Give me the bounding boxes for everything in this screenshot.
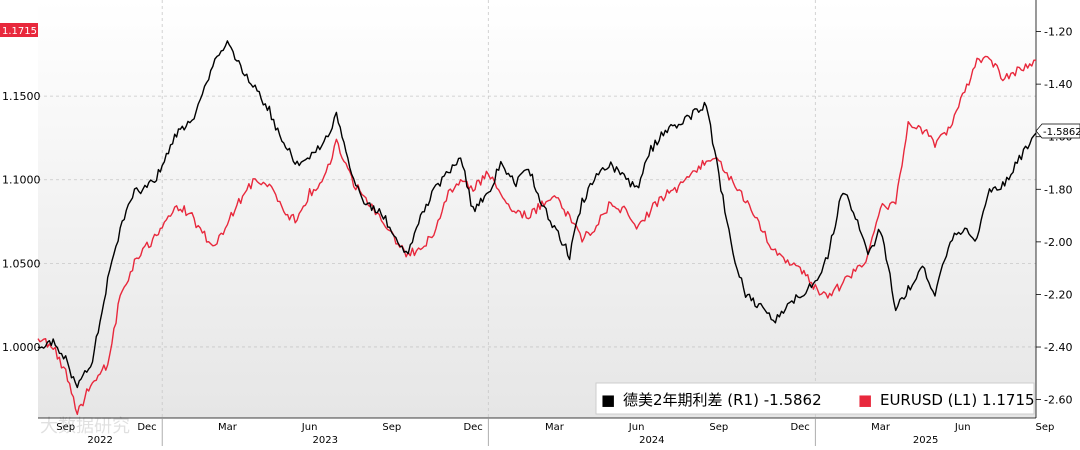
last-value-right-text: -1.5862 [1043,127,1080,138]
right-tick-label: -1.20 [1044,26,1072,39]
watermark: 大数据研究 [40,416,130,437]
x-month-label: Mar [218,422,238,433]
left-tick-label: 1.0000 [2,341,41,354]
x-month-label: Jun [954,422,971,433]
x-month-label: Dec [463,422,482,433]
last-value-label-right: -1.5862 [1035,123,1080,139]
left-tick-label: 1.1500 [2,90,41,103]
x-month-label: Sep [382,422,401,433]
x-year-label: 2023 [313,435,338,446]
left-tick-label: 1.0500 [2,257,41,270]
right-tick-label: -2.20 [1044,288,1072,301]
x-year-label: 2024 [639,435,664,446]
legend-marker-spread: ■ [601,391,615,409]
x-month-label: Sep [709,422,728,433]
right-axis: -2.60-2.40-2.20-2.00-1.80-1.60-1.40-1.20 [1035,0,1072,418]
legend-label-spread: 德美2年期利差 (R1) -1.5862 [623,391,822,409]
x-month-label: Jun [628,422,645,433]
x-month-label: Jun [301,422,318,433]
x-year-label: 2025 [913,435,938,446]
right-tick-label: -1.80 [1044,183,1072,196]
x-month-label: Dec [790,422,809,433]
right-tick-label: -2.60 [1044,394,1072,407]
series-group [37,40,1037,415]
x-year-label: 2022 [87,435,112,446]
legend: ■ 德美2年期利差 (R1) -1.5862 ■ EURUSD (L1) 1.1… [595,382,1035,415]
last-value-left-text: 1.1715 [2,26,37,37]
x-month-label: Mar [545,422,565,433]
x-month-label: Mar [871,422,891,433]
x-month-label: Dec [137,422,156,433]
legend-label-eurusd: EURUSD (L1) 1.1715 [880,391,1035,409]
left-tick-label: 1.1000 [2,174,41,187]
legend-box [595,382,1035,415]
right-tick-label: -2.00 [1044,236,1072,249]
last-value-label-left: 1.1715 [0,23,38,37]
x-month-label: Sep [56,422,75,433]
x-axis: Sep Dec Mar Jun Sep Dec Mar Jun Sep Dec Mar Jun Sep 2… [38,417,1055,446]
right-tick-label: -2.40 [1044,341,1072,354]
x-month-label: Sep [1036,422,1055,433]
legend-item-spread: ■ 德美2年期利差 (R1) -1.5862 [601,391,822,409]
legend-item-eurusd: ■ EURUSD (L1) 1.1715 [858,391,1035,409]
spread-series-line [37,40,1037,389]
right-tick-label: -1.40 [1044,78,1072,91]
legend-marker-eurusd: ■ [858,391,872,409]
gridlines [38,0,1036,418]
left-axis: 1.0000 1.0500 1.1000 1.1500 [2,90,41,354]
